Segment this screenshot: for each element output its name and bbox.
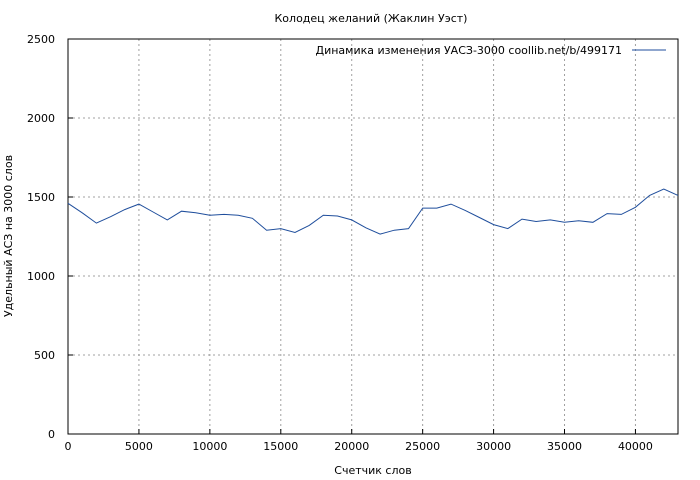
y-axis-tick-labels: 0 500 1000 1500 2000 2500 bbox=[27, 33, 55, 441]
x-axis-tick-labels: 0 5000 10000 15000 20000 25000 30000 35000 40000 bbox=[65, 440, 653, 453]
y-tick-label: 2000 bbox=[27, 112, 55, 125]
x-tick-label: 10000 bbox=[192, 440, 227, 453]
series-lines bbox=[67, 188, 679, 235]
x-tick-label: 0 bbox=[65, 440, 72, 453]
x-tick-label: 30000 bbox=[476, 440, 511, 453]
x-axis-label: Счетчик слов bbox=[334, 464, 411, 477]
x-tick-label: 15000 bbox=[263, 440, 298, 453]
chart-title: Колодец желаний (Жаклин Уэст) bbox=[275, 12, 468, 25]
x-tick-label: 25000 bbox=[405, 440, 440, 453]
x-tick-label: 5000 bbox=[125, 440, 153, 453]
legend: Динамика изменения УАСЗ-3000 coollib.net… bbox=[316, 44, 666, 57]
x-tick-label: 40000 bbox=[618, 440, 653, 453]
y-tick-label: 1000 bbox=[27, 270, 55, 283]
y-axis-label: Удельный АСЗ на 3000 слов bbox=[2, 155, 15, 317]
legend-label: Динамика изменения УАСЗ-3000 coollib.net… bbox=[316, 44, 623, 57]
y-tick-label: 2500 bbox=[27, 33, 55, 46]
series-line bbox=[67, 188, 679, 235]
x-tick-label: 35000 bbox=[547, 440, 582, 453]
x-tick-label: 20000 bbox=[334, 440, 369, 453]
y-tick-label: 1500 bbox=[27, 191, 55, 204]
y-tick-label: 500 bbox=[34, 349, 55, 362]
plot-frame bbox=[67, 38, 679, 435]
grid bbox=[68, 39, 678, 434]
y-tick-label: 0 bbox=[48, 428, 55, 441]
axis-ticks bbox=[67, 38, 636, 435]
